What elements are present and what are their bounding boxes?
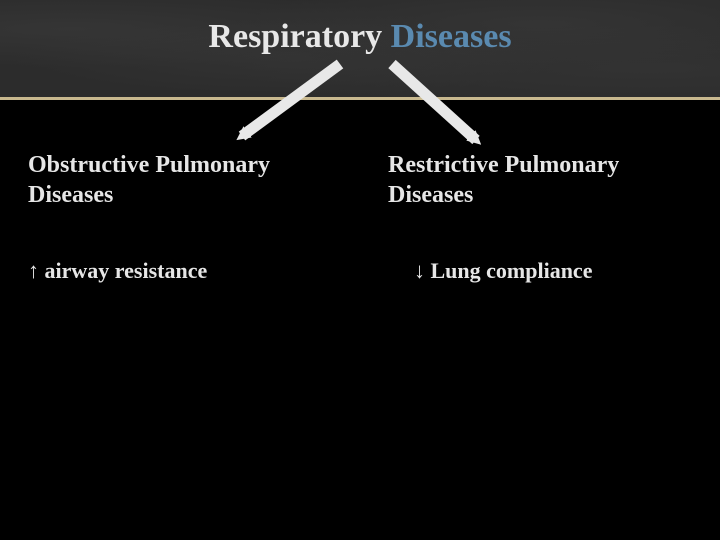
- right-desc: ↓ Lung compliance: [388, 258, 692, 284]
- title-word-2: Diseases: [391, 18, 512, 55]
- content-columns: Obstructive Pulmonary Diseases ↑ airway …: [0, 150, 720, 284]
- right-heading: Restrictive Pulmonary Diseases: [388, 150, 692, 210]
- slide-title: Respiratory Diseases: [0, 18, 720, 56]
- left-heading: Obstructive Pulmonary Diseases: [28, 150, 332, 210]
- title-word-1: Respiratory: [208, 18, 382, 55]
- header-band: Respiratory Diseases: [0, 0, 720, 100]
- left-column: Obstructive Pulmonary Diseases ↑ airway …: [0, 150, 360, 284]
- right-column: Restrictive Pulmonary Diseases ↓ Lung co…: [360, 150, 720, 284]
- left-desc: ↑ airway resistance: [28, 258, 332, 284]
